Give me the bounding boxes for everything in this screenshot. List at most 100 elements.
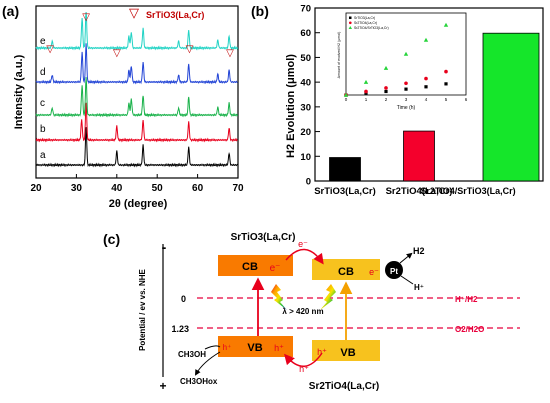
inset-point bbox=[424, 85, 428, 89]
xrd-x-tick-label: 60 bbox=[192, 183, 204, 194]
inset-point bbox=[444, 82, 448, 86]
inset-point bbox=[444, 69, 448, 74]
bar-categories: SrTiO3(La,Cr) Sr2TiO4(La,Cr)Sr2TiO4/SrTiO… bbox=[314, 186, 515, 197]
xrd-curve-d bbox=[35, 43, 238, 85]
inset-point bbox=[343, 92, 349, 97]
sr2tio4-vb-label: VB bbox=[340, 347, 355, 359]
potential-axis-label: Potential / ev vs. NHE bbox=[138, 268, 147, 350]
srtio3-cb-electron: e⁻ bbox=[270, 263, 281, 274]
srtio3-vb-label: VB bbox=[247, 342, 262, 354]
inset-point bbox=[383, 65, 389, 70]
xrd-marker-icon: ▽ bbox=[226, 48, 234, 59]
bar-y-tick-label: 10 bbox=[300, 152, 311, 163]
hole-transfer-arrow bbox=[284, 352, 323, 367]
inset-x-tick-label: 2 bbox=[385, 97, 388, 102]
level-0-label: 0 bbox=[181, 294, 186, 304]
hplus-line bbox=[400, 275, 414, 285]
panel-a-label: (a) bbox=[2, 3, 19, 19]
inset-x-tick-label: 0 bbox=[345, 97, 348, 102]
inset-y-label: Amount of evolved H2 (μmol) bbox=[337, 32, 341, 79]
xrd-x-tick-label: 40 bbox=[111, 183, 123, 194]
inset-point bbox=[384, 89, 388, 94]
h2-label: H2 bbox=[413, 246, 425, 256]
sr2tio4-vb bbox=[312, 340, 380, 361]
inset-points bbox=[343, 22, 449, 97]
inset-x-axis: 0 1 2 3 4 5 6 bbox=[345, 97, 468, 102]
h-redox-label: H⁺/H2 bbox=[455, 295, 478, 304]
h2-arrow bbox=[399, 252, 413, 264]
bar-y-tick-label: 30 bbox=[300, 102, 311, 113]
xrd-curves bbox=[35, 11, 239, 168]
xrd-curve-label-a: a bbox=[40, 150, 46, 161]
xrd-curve-label-b: b bbox=[40, 124, 46, 135]
bar-3 bbox=[482, 32, 540, 182]
xrd-x-label: 2θ (degree) bbox=[109, 198, 168, 210]
inset-point bbox=[443, 22, 449, 27]
inset-legend-marker bbox=[349, 16, 352, 19]
xrd-marker-icon: ▽ bbox=[186, 44, 194, 55]
srtio3-cb-label: CB bbox=[242, 261, 258, 273]
bar-y-label: H2 Evolution (μmol) bbox=[285, 54, 297, 158]
o-redox-label: O2/H2O bbox=[455, 325, 484, 334]
xrd-x-tick-label: 70 bbox=[232, 183, 244, 194]
srtio3-vb bbox=[218, 336, 293, 357]
bars bbox=[329, 32, 540, 182]
inset-point bbox=[404, 87, 408, 91]
srtio3-vb-hole-right: h⁺ bbox=[274, 343, 284, 353]
xrd-marker-icon: ▽ bbox=[82, 12, 90, 23]
light-bolt-icon-2 bbox=[320, 284, 336, 310]
inset-point bbox=[384, 86, 388, 90]
transfer-hole-label: h⁺ bbox=[299, 364, 309, 374]
inset-point bbox=[404, 81, 408, 86]
bar-y-tick-label: 50 bbox=[300, 53, 311, 64]
inset-point bbox=[403, 51, 409, 56]
panel-c-label: (c) bbox=[103, 231, 120, 247]
inset-point bbox=[364, 89, 368, 94]
xrd-marker-icon: ▽ bbox=[46, 44, 54, 55]
inset-x-tick-label: 6 bbox=[465, 97, 468, 102]
light-bolt-icon bbox=[271, 284, 287, 310]
ch3oh-arrow bbox=[204, 345, 221, 350]
sr2tio4-cb-label: CB bbox=[338, 266, 354, 278]
panel-c: (c) - + Potential / ev vs. NHE 0 1.23 H⁺… bbox=[103, 231, 520, 393]
bar-y-tick-label: 60 bbox=[300, 28, 311, 39]
xrd-curve-b bbox=[35, 102, 238, 143]
axis-minus: - bbox=[162, 239, 167, 255]
inset-legend-label: Sr2TiO4/SrTiO3(La,Cr) bbox=[354, 26, 389, 30]
xrd-curve-labels: a b c d e bbox=[40, 36, 46, 161]
sr2tio4-cb bbox=[312, 259, 380, 280]
top-material-label: SrTiO3(La,Cr) bbox=[231, 232, 296, 243]
panel-a-frame bbox=[35, 5, 239, 179]
xrd-x-axis: 20 30 40 50 60 70 bbox=[30, 174, 244, 194]
legend-marker-icon: ▽ bbox=[129, 5, 139, 20]
xrd-y-label: Intensity (a.u.) bbox=[13, 54, 25, 129]
panel-a: (a) a b c d e ▽ ▽ ▽ ▽ ▽ ▽ SrTiO3(La,Cr) 20 30 40 50… bbox=[2, 3, 244, 210]
inset-legend-label: Sr2TiO4(La,Cr) bbox=[354, 21, 377, 25]
electron-transfer-arrow bbox=[285, 248, 324, 265]
ch3oh-ox-arrow bbox=[194, 351, 221, 376]
hplus-label: H⁺ bbox=[414, 283, 424, 292]
srtio3-cb bbox=[218, 255, 293, 276]
bar-1 bbox=[329, 157, 361, 182]
panel-b-label: (b) bbox=[251, 3, 269, 19]
sr2tio4-cb-electron: e⁻ bbox=[369, 267, 379, 277]
pt-particle bbox=[385, 261, 403, 279]
srtio3-vb-hole-left: h⁺ bbox=[223, 343, 232, 352]
xrd-curve-label-d: d bbox=[40, 67, 46, 78]
pt-label: Pt bbox=[390, 267, 398, 276]
xrd-x-tick-label: 30 bbox=[71, 183, 83, 194]
inset-x-tick-label: 1 bbox=[365, 97, 368, 102]
xrd-curve-label-e: e bbox=[40, 36, 46, 47]
bar-2 bbox=[403, 130, 435, 182]
bottom-material-label: Sr2TiO4(La,Cr) bbox=[309, 381, 379, 392]
inset-legend-marker bbox=[349, 21, 352, 25]
sr2tio4-vb-hole: h⁺ bbox=[317, 347, 327, 357]
bar-category-label: Sr2TiO4(La,Cr) bbox=[386, 186, 453, 197]
xrd-legend-label: SrTiO3(La,Cr) bbox=[146, 10, 204, 20]
bar-category-label: Sr2TiO4/SrTiO3(La,Cr) bbox=[420, 186, 515, 196]
xrd-curve-a bbox=[35, 127, 238, 168]
inset-x-tick-label: 5 bbox=[445, 97, 448, 102]
xrd-x-tick-label: 50 bbox=[152, 183, 164, 194]
